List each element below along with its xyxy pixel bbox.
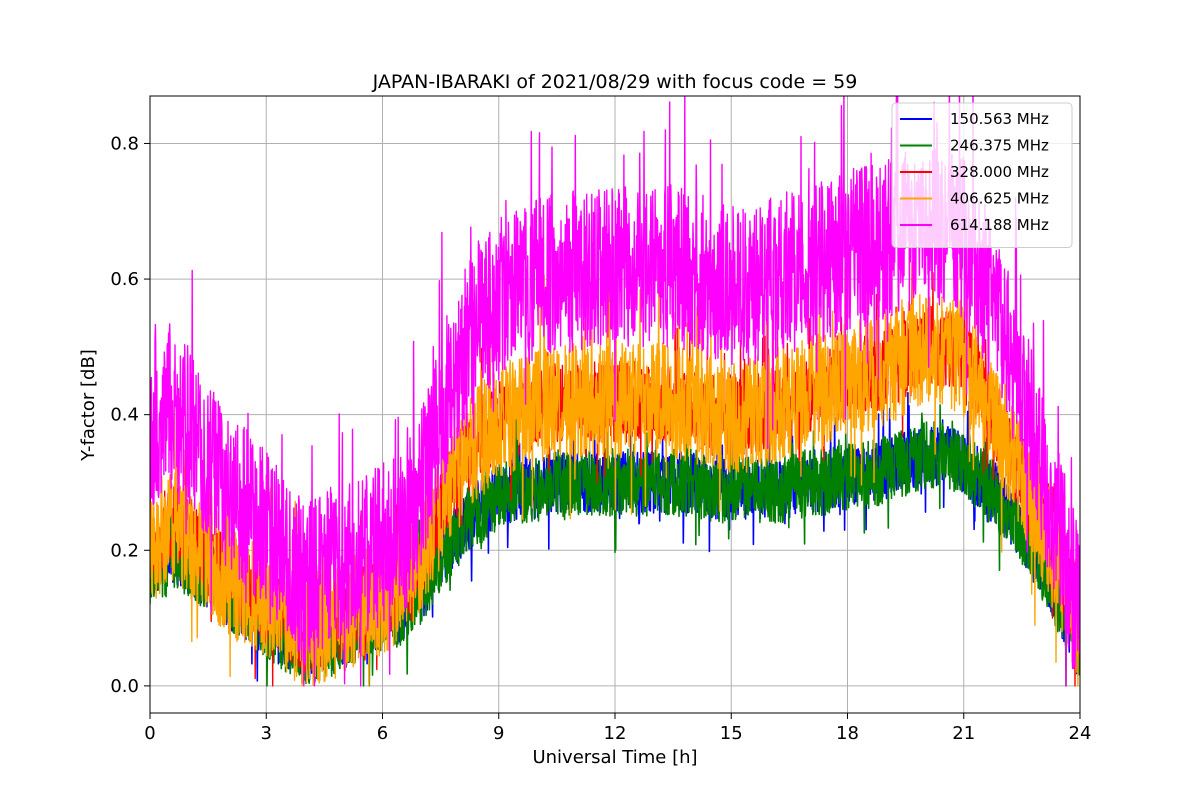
y-tick-label: 0.8 (110, 133, 139, 154)
legend-box (891, 102, 1073, 248)
legend-label: 328.000 MHz (950, 163, 1049, 181)
y-tick-label: 0.0 (110, 676, 139, 697)
x-tick-label: 9 (493, 723, 504, 744)
y-tick-label: 0.6 (110, 269, 139, 290)
legend-label: 614.188 MHz (950, 216, 1049, 234)
y-tick-label: 0.2 (110, 540, 139, 561)
legend-label: 150.563 MHz (950, 110, 1049, 128)
x-tick-label: 12 (604, 723, 627, 744)
x-tick-label: 15 (720, 723, 743, 744)
legend: 150.563 MHz 246.375 MHz 328.000 MHz 406.625… (891, 102, 1073, 248)
x-tick-label: 0 (144, 723, 155, 744)
x-tick-label: 24 (1069, 723, 1092, 744)
x-tick-label: 21 (952, 723, 975, 744)
y-tick-label: 0.4 (110, 405, 139, 426)
chart-title: JAPAN-IBARAKI of 2021/08/29 with focus c… (372, 71, 858, 93)
x-tick-label: 6 (377, 723, 388, 744)
axis-ticks: 0 3 6 9 12 15 18 21 24 0.0 0.2 0.4 0.6 0.8 (110, 133, 1091, 744)
legend-label: 406.625 MHz (950, 190, 1049, 208)
legend-label: 246.375 MHz (950, 137, 1049, 155)
x-axis-title: Universal Time [h] (532, 747, 697, 768)
x-tick-label: 3 (261, 723, 272, 744)
x-tick-label: 18 (836, 723, 859, 744)
y-axis-title: Y-factor [dB] (78, 349, 99, 462)
